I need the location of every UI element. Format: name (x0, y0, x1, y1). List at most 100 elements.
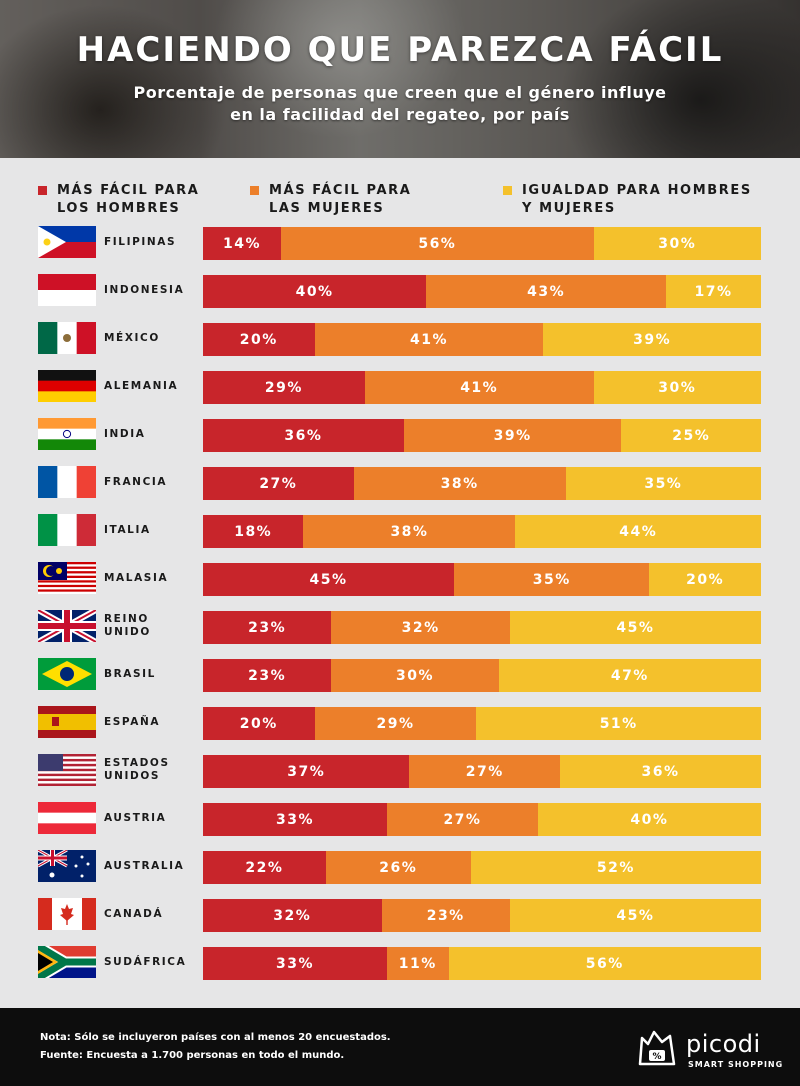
chart-subtitle: Porcentaje de personas que creen que el … (133, 83, 667, 124)
data-label: 35% (532, 571, 571, 588)
country-label: ESTADOS UNIDOS (104, 757, 170, 782)
bar-segment-women: 39% (403, 419, 622, 452)
data-label: 39% (633, 331, 672, 348)
chart-row: INDIA 36% 39% 25% (0, 410, 800, 458)
data-label: 25% (672, 427, 711, 444)
data-label: 41% (409, 331, 448, 348)
bar-segment-men: 23% (203, 611, 332, 644)
bar-segment-men: 33% (203, 803, 388, 836)
stacked-bar-chart: FILIPINAS 14% 56% 30% INDONESIA 40% 43% 17% MÉXI… (0, 218, 800, 986)
country-label: CANADÁ (104, 907, 164, 920)
bar-segment-women: 29% (314, 707, 477, 740)
legend-item-women: MÁS FÁCIL PARA LAS MUJERES (250, 182, 411, 218)
data-label: 40% (295, 283, 334, 300)
bar-segment-equal: 36% (560, 755, 761, 788)
data-label: 17% (694, 283, 733, 300)
data-label: 29% (264, 379, 303, 396)
bar-segment-women: 32% (331, 611, 510, 644)
bar-segment-men: 27% (203, 467, 354, 500)
bar-segment-equal: 20% (649, 563, 761, 596)
country-label: MÉXICO (104, 331, 160, 344)
stacked-bar: 20% 41% 39% (203, 323, 761, 356)
bar-segment-men: 37% (203, 755, 410, 788)
bar-segment-women: 43% (426, 275, 667, 308)
stacked-bar: 40% 43% 17% (203, 275, 761, 308)
stacked-bar: 18% 38% 44% (203, 515, 761, 548)
data-label: 27% (443, 811, 482, 828)
bar-segment-equal: 25% (621, 419, 761, 452)
data-label: 45% (616, 619, 655, 636)
data-label: 51% (599, 715, 638, 732)
svg-text:%: % (652, 1052, 661, 1062)
data-label: 38% (390, 523, 429, 540)
data-label: 20% (686, 571, 725, 588)
mexico-flag-icon (38, 322, 96, 354)
bar-segment-equal: 47% (498, 659, 761, 692)
data-label: 20% (239, 331, 278, 348)
header-photo-banner (0, 0, 800, 158)
stacked-bar: 37% 27% 36% (203, 755, 761, 788)
chart-row: AUSTRALIA 22% 26% 52% (0, 842, 800, 890)
bar-segment-men: 45% (203, 563, 455, 596)
chart-row: AUSTRIA 33% 27% 40% (0, 794, 800, 842)
bar-segment-men: 40% (203, 275, 427, 308)
chart-row: INDONESIA 40% 43% 17% (0, 266, 800, 314)
data-label: 43% (527, 283, 566, 300)
bar-segment-women: 26% (325, 851, 471, 884)
bar-segment-equal: 45% (509, 611, 761, 644)
data-label: 22% (245, 859, 284, 876)
data-label: 33% (276, 811, 315, 828)
country-label: SUDÁFRICA (104, 955, 187, 968)
india-flag-icon (38, 418, 96, 450)
chart-row: BRASIL 23% 30% 47% (0, 650, 800, 698)
footer-source: Fuente: Encuesta a 1.700 personas en tod… (40, 1050, 345, 1061)
logo-tagline: SMART SHOPPING (688, 1060, 784, 1069)
bar-segment-men: 18% (203, 515, 304, 548)
data-label: 14% (223, 235, 262, 252)
data-label: 32% (273, 907, 312, 924)
bar-segment-equal: 52% (470, 851, 761, 884)
spain-flag-icon (38, 706, 96, 738)
data-label: 56% (585, 955, 624, 972)
bar-segment-women: 27% (409, 755, 561, 788)
data-label: 36% (284, 427, 323, 444)
country-label: BRASIL (104, 667, 156, 680)
chart-row: ESTADOS UNIDOS 37% 27% 36% (0, 746, 800, 794)
data-label: 37% (287, 763, 326, 780)
uk-flag-icon (38, 610, 96, 642)
chart-row: MÉXICO 20% 41% 39% (0, 314, 800, 362)
data-label: 20% (239, 715, 278, 732)
legend-label-men: MÁS FÁCIL PARA LOS HOMBRES (57, 183, 200, 216)
bar-segment-women: 27% (387, 803, 538, 836)
italy-flag-icon (38, 514, 96, 546)
stacked-bar: 14% 56% 30% (203, 227, 761, 260)
bar-segment-equal: 51% (476, 707, 761, 740)
philippines-flag-icon (38, 226, 96, 258)
bar-segment-women: 41% (314, 323, 544, 356)
data-label: 18% (234, 523, 273, 540)
country-label: ESPAÑA (104, 715, 161, 728)
usa-flag-icon (38, 754, 96, 786)
country-label: REINO UNIDO (104, 613, 151, 638)
bar-segment-women: 30% (331, 659, 499, 692)
legend-swatch-equal (503, 186, 512, 195)
indonesia-flag-icon (38, 274, 96, 306)
bar-segment-women: 23% (381, 899, 510, 932)
data-label: 32% (401, 619, 440, 636)
data-label: 33% (276, 955, 315, 972)
bar-segment-equal: 30% (593, 371, 761, 404)
data-label: 23% (248, 619, 287, 636)
bar-segment-men: 14% (203, 227, 282, 260)
chart-row: REINO UNIDO 23% 32% 45% (0, 602, 800, 650)
bar-segment-men: 29% (203, 371, 365, 404)
bar-segment-women: 11% (387, 947, 449, 980)
data-label: 23% (426, 907, 465, 924)
legend-swatch-women (250, 186, 259, 195)
data-label: 41% (460, 379, 499, 396)
chart-title: HACIENDO QUE PAREZCA FÁCIL (76, 30, 724, 70)
data-label: 11% (398, 955, 437, 972)
data-label: 40% (630, 811, 669, 828)
bar-segment-equal: 45% (509, 899, 761, 932)
chart-row: FILIPINAS 14% 56% 30% (0, 218, 800, 266)
legend-item-men: MÁS FÁCIL PARA LOS HOMBRES (38, 182, 199, 218)
